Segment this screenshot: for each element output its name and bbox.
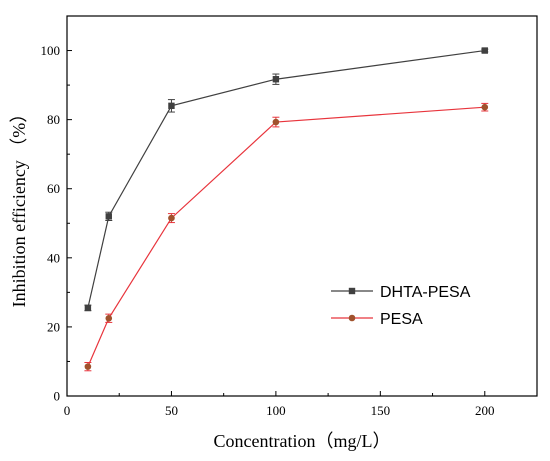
y-tick-label: 60	[47, 181, 60, 196]
y-tick-label: 20	[47, 319, 60, 334]
data-point	[481, 103, 489, 111]
legend-label: PESA	[380, 311, 423, 328]
x-tick-label: 200	[475, 403, 495, 418]
data-point	[168, 102, 175, 110]
y-tick-label: 40	[47, 250, 60, 265]
legend: DHTA-PESA PESA	[331, 284, 471, 328]
y-tick-label: 0	[54, 389, 61, 404]
y-axis-title: Inhibition efficiency （%）	[9, 105, 29, 308]
series-layer	[84, 47, 489, 372]
data-point	[272, 118, 280, 126]
x-axis-title: Concentration（mg/L）	[214, 431, 391, 451]
x-tick-label: 50	[165, 403, 178, 418]
data-point	[272, 76, 280, 83]
x-tick-label: 0	[64, 403, 71, 418]
data-point	[84, 304, 92, 312]
plot-frame	[66, 15, 538, 397]
series-dhta-pesa	[84, 47, 489, 312]
data-point	[481, 47, 488, 54]
legend-marker	[348, 314, 356, 322]
y-tick-label: 100	[41, 43, 61, 58]
x-tick-label: 150	[371, 403, 391, 418]
data-point	[105, 314, 113, 322]
data-point	[168, 214, 175, 222]
x-tick-label: 100	[266, 403, 286, 418]
series-line	[87, 106, 485, 367]
legend-label: DHTA-PESA	[380, 284, 471, 301]
data-point	[105, 213, 112, 220]
axes: 0 50 100 150 200 0 20 40 60 80 100	[41, 15, 538, 418]
series-pesa	[84, 102, 489, 372]
series-line	[87, 49, 485, 309]
legend-marker	[348, 287, 356, 295]
data-point	[84, 363, 92, 370]
y-tick-label: 80	[47, 112, 60, 127]
